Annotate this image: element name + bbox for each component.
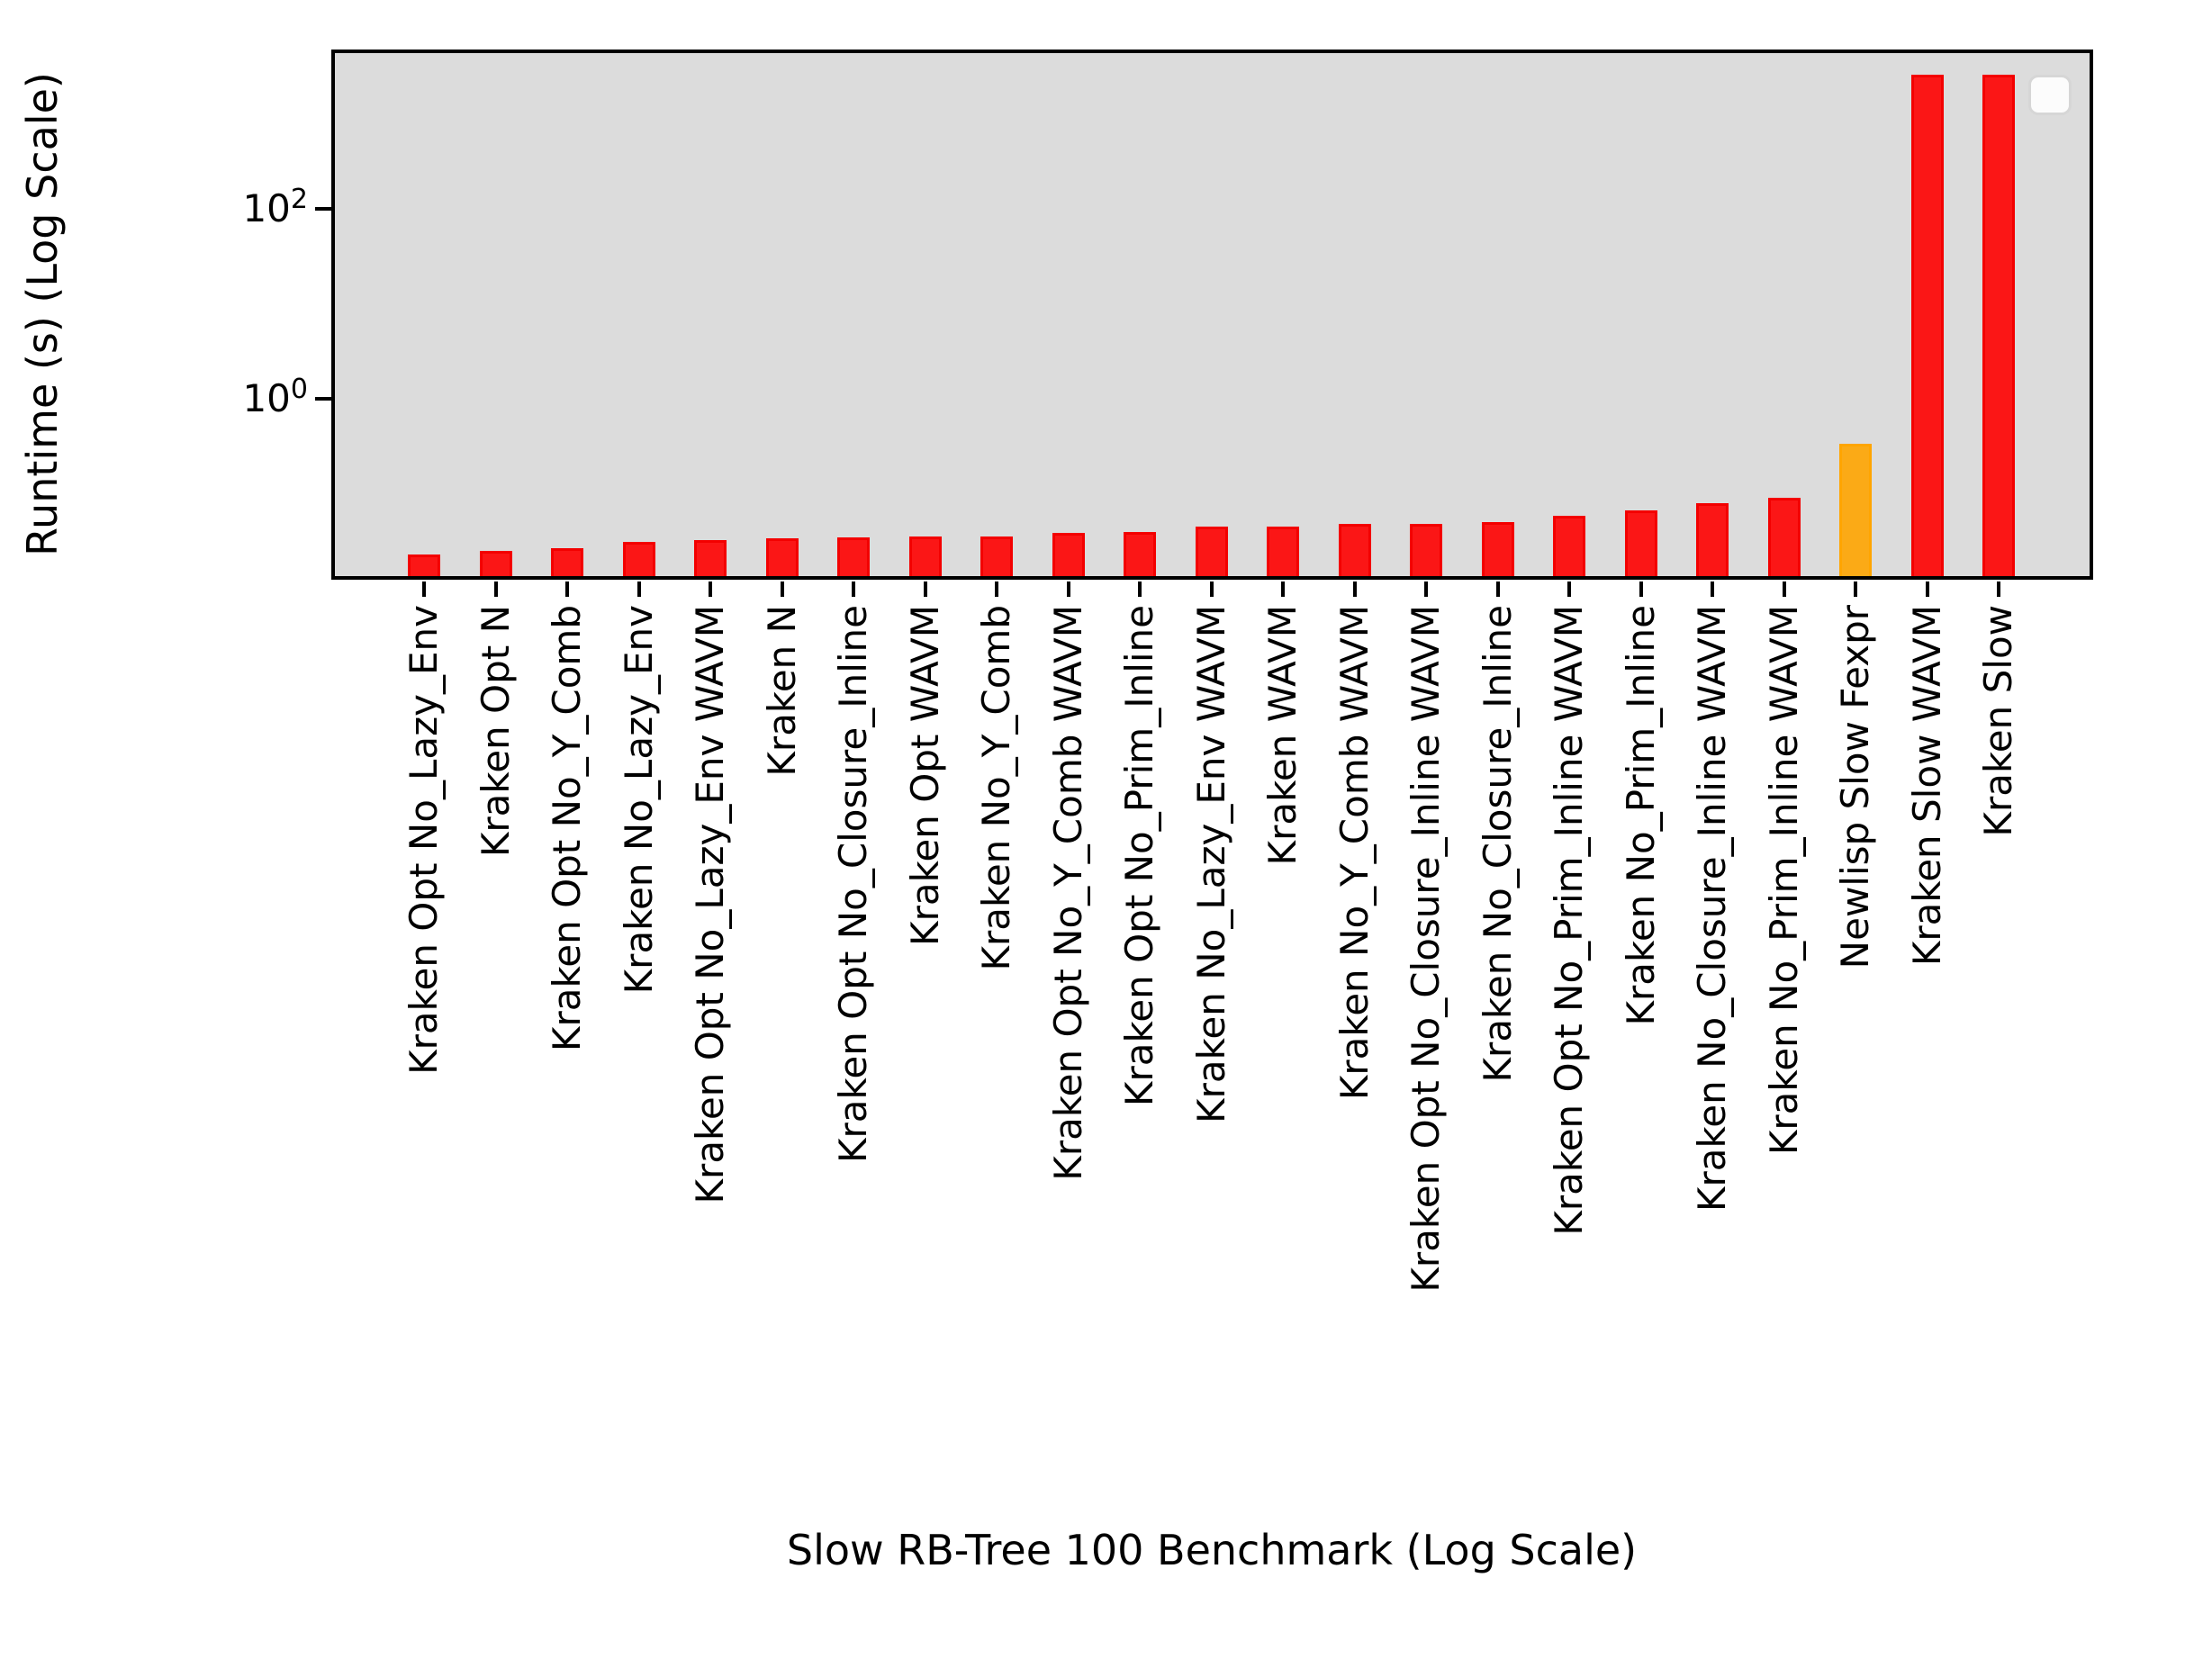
- bar-kraken-opt-no-y-comb: [551, 548, 583, 576]
- bar-kraken-no-y-comb-wavm: [1338, 524, 1371, 576]
- bar-kraken-opt-no-closure-inline-wavm: [1410, 524, 1442, 576]
- x-tick-mark: [1209, 582, 1214, 597]
- x-tick-mark: [1997, 582, 2000, 597]
- bar-kraken-wavm: [1267, 527, 1299, 576]
- x-tick-label: Kraken Opt N: [473, 605, 518, 858]
- x-tick-mark: [1138, 582, 1142, 597]
- x-tick-mark: [1281, 582, 1285, 597]
- bar-kraken-no-closure-inline: [1481, 522, 1514, 576]
- bar-kraken-opt-no-y-comb-wavm: [1052, 533, 1085, 576]
- x-tick-label: Kraken No_Lazy_Env WAVM: [1188, 605, 1233, 1123]
- bar-kraken-no-lazy-env-wavm: [1195, 527, 1228, 576]
- x-tick-mark: [923, 582, 927, 597]
- y-tick-mark: [315, 207, 331, 212]
- x-tick-mark: [1352, 582, 1357, 597]
- x-tick-label: Kraken No_Y_Comb WAVM: [1332, 605, 1377, 1101]
- y-tick-exponent: 0: [290, 374, 308, 406]
- x-tick-mark: [852, 582, 855, 597]
- x-tick-label: Kraken Opt No_Closure_Inline WAVM: [1404, 605, 1448, 1293]
- bar-kraken-n: [765, 538, 799, 576]
- x-tick-label: Kraken N: [759, 605, 804, 777]
- x-tick-mark: [493, 582, 498, 597]
- x-tick-label: Kraken Opt WAVM: [902, 605, 947, 946]
- x-tick-mark: [565, 582, 569, 597]
- x-axis-title: Slow RB-Tree 100 Benchmark (Log Scale): [786, 1526, 1638, 1574]
- x-tick-label: Kraken No_Lazy_Env: [616, 605, 661, 995]
- bar-kraken-no-lazy-env: [622, 542, 655, 576]
- bar-kraken-opt-wavm: [908, 536, 942, 576]
- x-tick-mark: [1567, 582, 1571, 597]
- legend-box: [2028, 75, 2072, 115]
- x-tick-label: Kraken Slow: [1976, 605, 2020, 837]
- x-tick-mark: [637, 582, 641, 597]
- bar-newlisp-slow-fexpr: [1839, 444, 1872, 576]
- x-tick-mark: [709, 582, 712, 597]
- bar-kraken-no-y-comb: [980, 536, 1013, 576]
- x-tick-mark: [1066, 582, 1070, 597]
- x-tick-label: Kraken No_Y_Comb: [974, 605, 1018, 971]
- x-tick-mark: [1782, 582, 1786, 597]
- x-tick-label: Kraken Opt No_Lazy_Env: [402, 605, 446, 1075]
- plot-area: [331, 50, 2093, 580]
- x-tick-mark: [422, 582, 426, 597]
- y-tick-exponent: 2: [290, 184, 308, 216]
- bar-kraken-opt-no-lazy-env-wavm: [694, 540, 727, 576]
- bar-kraken-no-closure-inline-wavm: [1696, 503, 1729, 576]
- bar-kraken-opt-no-prim-inline-wavm: [1553, 516, 1585, 576]
- x-tick-label: Kraken No_Closure_Inline WAVM: [1690, 605, 1734, 1213]
- x-tick-mark: [1424, 582, 1428, 597]
- bar-kraken-opt-no-prim-inline: [1124, 532, 1156, 576]
- y-tick-base: 10: [242, 376, 291, 421]
- x-tick-mark: [1639, 582, 1643, 597]
- x-tick-mark: [995, 582, 998, 597]
- x-tick-mark: [1495, 582, 1500, 597]
- x-tick-mark: [780, 582, 784, 597]
- x-tick-label: Kraken WAVM: [1260, 605, 1305, 866]
- y-tick-mark: [315, 397, 331, 401]
- x-tick-label: Kraken Slow WAVM: [1904, 605, 1949, 967]
- bar-kraken-no-prim-inline-wavm: [1767, 498, 1801, 576]
- x-tick-label: Kraken Opt No_Y_Comb: [545, 605, 589, 1052]
- y-tick-base: 10: [242, 186, 291, 231]
- x-tick-label: Kraken Opt No_Closure_Inline: [831, 605, 875, 1164]
- x-tick-label: Kraken Opt No_Prim_Inline WAVM: [1547, 605, 1591, 1236]
- y-tick-label: 102: [144, 184, 308, 234]
- bar-kraken-slow: [1982, 75, 2015, 576]
- bar-kraken-opt-no-lazy-env: [408, 555, 440, 576]
- x-tick-label: Kraken Opt No_Prim_Inline: [1117, 605, 1161, 1107]
- x-tick-label: Newlisp Slow Fexpr: [1833, 605, 1877, 969]
- bar-kraken-opt-n: [479, 551, 512, 576]
- x-tick-mark: [1711, 582, 1714, 597]
- y-axis-label: Runtime (s) (Log Scale): [18, 72, 67, 556]
- x-tick-label: Kraken No_Prim_Inline: [1618, 605, 1663, 1026]
- x-tick-label: Kraken Opt No_Y_Comb WAVM: [1045, 605, 1090, 1181]
- bar-kraken-no-prim-inline: [1624, 510, 1657, 576]
- x-tick-label: Kraken No_Prim_Inline WAVM: [1761, 605, 1806, 1156]
- x-tick-label: Kraken No_Closure_Inline: [1475, 605, 1520, 1083]
- x-tick-label: Kraken Opt No_Lazy_Env WAVM: [688, 605, 732, 1204]
- bar-kraken-opt-no-closure-inline: [837, 537, 870, 576]
- x-tick-mark: [1925, 582, 1929, 597]
- x-tick-mark: [1854, 582, 1857, 597]
- bar-kraken-slow-wavm: [1910, 75, 1944, 576]
- y-tick-label: 100: [144, 374, 308, 424]
